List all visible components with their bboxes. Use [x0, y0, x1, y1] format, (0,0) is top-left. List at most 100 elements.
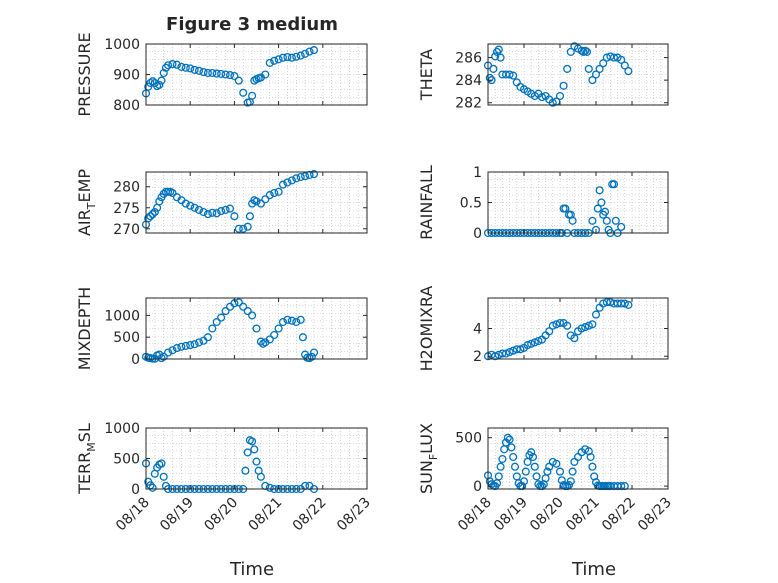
ytick-label: 284: [455, 73, 482, 89]
data-point: [274, 55, 283, 64]
data-point: [144, 214, 153, 223]
ytick-label: 0: [131, 352, 140, 368]
ylabel-sunflux: SUNFLUX: [417, 423, 440, 494]
subplot-rainfall: 0 0.5 1 RAINFALL: [417, 165, 669, 242]
data-point: [168, 188, 177, 198]
data-point: [239, 88, 248, 97]
ylabel-part: EMP: [75, 169, 94, 203]
ylabel-part: AIR: [75, 209, 94, 236]
data-point: [221, 70, 230, 79]
data-point: [155, 80, 164, 89]
data-point: [278, 180, 288, 189]
subplot-pressure: 800 900 1000 PRESSURE: [75, 32, 368, 117]
data-point: [494, 472, 503, 481]
data-point: [245, 212, 254, 221]
data-point: [600, 207, 610, 216]
data-point: [296, 51, 305, 60]
data-point: [545, 327, 554, 336]
data-point: [548, 98, 557, 107]
data-point: [309, 170, 319, 179]
data-point: [501, 349, 511, 358]
data-point: [148, 483, 157, 492]
ytick-label: 0.5: [460, 196, 482, 212]
data-point: [164, 348, 173, 357]
ytick-label: 1000: [104, 308, 140, 324]
data-point: [234, 298, 243, 307]
ytick-label: 4: [473, 322, 482, 338]
ylabel-theta: THETA: [417, 49, 436, 101]
data-point: [221, 205, 230, 214]
data-point: [611, 216, 620, 225]
data-point: [287, 53, 296, 62]
data-point: [225, 71, 235, 80]
data-point: [186, 201, 195, 210]
data-point: [186, 64, 195, 73]
data-point: [485, 73, 494, 82]
data-point: [261, 70, 270, 79]
ylabel-part: TERR: [75, 452, 94, 495]
data-point: [172, 344, 181, 353]
data-point: [194, 66, 204, 75]
data-point: [217, 313, 226, 322]
ylabel-subscript: F: [427, 454, 440, 460]
data-point: [159, 472, 168, 481]
markers-pressure: [141, 46, 319, 107]
data-point: [261, 195, 270, 204]
data-point: [221, 307, 230, 316]
data-point: [148, 210, 157, 219]
figure-title: Figure 3 medium: [166, 14, 338, 35]
data-point: [617, 222, 626, 231]
data-point: [252, 457, 261, 466]
data-point: [146, 212, 155, 221]
data-point: [505, 70, 514, 79]
data-point: [199, 207, 208, 217]
data-point: [555, 467, 565, 476]
markers-h2omixra: [483, 298, 633, 361]
data-point: [148, 77, 157, 86]
data-point: [161, 63, 170, 72]
subplot-air_temp: 270 275 280 AIRTEMP: [75, 169, 368, 238]
data-point: [168, 60, 177, 69]
data-point: [309, 348, 319, 357]
ytick-label: 1: [473, 165, 482, 181]
grid-terr_msl: [146, 428, 367, 489]
ytick-label: 0: [473, 479, 482, 495]
data-point: [287, 176, 296, 185]
data-point: [225, 204, 235, 213]
data-point: [252, 197, 261, 206]
ylabel-air_temp: AIRTEMP: [75, 169, 98, 236]
data-point: [568, 216, 577, 225]
data-point: [588, 320, 597, 329]
ytick-label: 500: [455, 431, 482, 447]
data-point: [278, 317, 288, 327]
data-point: [532, 472, 541, 481]
data-point: [584, 64, 593, 73]
ylabel-mixdepth: MIXDEPTH: [75, 287, 94, 370]
data-point: [217, 69, 226, 78]
ytick-label: 1000: [104, 37, 140, 53]
data-point: [523, 341, 532, 350]
data-point: [190, 340, 199, 349]
data-point: [305, 47, 314, 56]
data-point: [534, 336, 543, 346]
data-point: [190, 203, 199, 212]
data-point: [588, 216, 597, 225]
ytick-label: 0: [131, 482, 140, 498]
data-point: [274, 187, 283, 196]
data-point: [624, 300, 633, 309]
data-point: [181, 199, 190, 208]
ylabel-pressure: PRESSURE: [75, 32, 94, 116]
data-point: [199, 68, 208, 77]
data-point: [528, 452, 538, 462]
data-point: [586, 452, 595, 462]
data-point: [543, 467, 552, 476]
data-point: [552, 459, 561, 468]
data-point: [270, 330, 279, 340]
ylabel-h2omixra: H2OMIXRA: [417, 286, 436, 372]
data-point: [230, 212, 239, 221]
data-point: [181, 63, 190, 72]
axes-box-sunflux: [487, 427, 669, 490]
data-point: [186, 341, 195, 350]
data-point: [597, 198, 606, 207]
data-point: [241, 466, 250, 475]
